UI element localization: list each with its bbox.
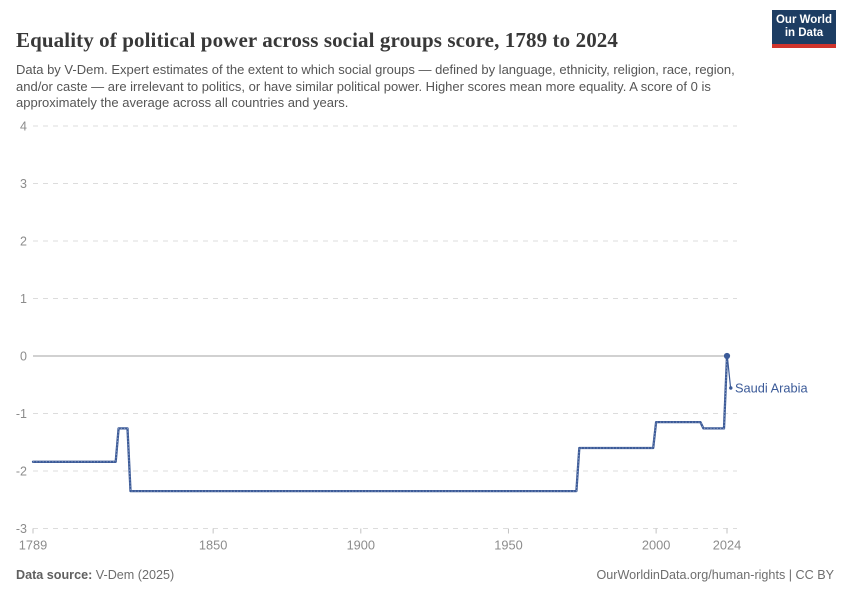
endpoint-marker [723, 352, 731, 360]
label-connector [726, 357, 732, 388]
x-axis-label: 2024 [713, 538, 741, 553]
series-line-texture [33, 355, 728, 492]
owid-logo-line2: in Data [784, 27, 824, 39]
x-axis-label: 1850 [199, 538, 227, 553]
chart-title[interactable]: Equality of political power across socia… [16, 28, 618, 53]
y-axis-label: -3 [16, 522, 27, 536]
data-source-value: V-Dem (2025) [95, 568, 175, 582]
y-axis-label: 1 [20, 292, 27, 306]
chart-subtitle: Data by V-Dem. Expert estimates of the e… [16, 62, 735, 110]
label-connector-dot [729, 386, 733, 390]
y-axis-label: 4 [20, 119, 27, 133]
data-source-label: Data source: [16, 568, 93, 582]
x-axis-label: 2000 [642, 538, 670, 553]
owid-logo-line1: Our World [775, 14, 832, 26]
owid-logo[interactable]: Our World in Data [772, 10, 836, 48]
x-axis-label: 1789 [19, 538, 47, 553]
y-axis-label: 0 [20, 349, 27, 363]
entity-label[interactable]: Saudi Arabia [735, 381, 808, 396]
y-axis-label: 3 [20, 177, 27, 191]
y-axis-label: 2 [20, 234, 27, 248]
series-line[interactable] [31, 354, 729, 493]
y-axis-label: -2 [16, 464, 27, 478]
x-axis-label: 1950 [494, 538, 522, 553]
x-axis-label: 1900 [347, 538, 375, 553]
y-axis-label: -1 [16, 407, 27, 421]
data-source: Data source: V-Dem (2025) [16, 568, 174, 582]
chart-footer: Data source: V-Dem (2025) OurWorldinData… [16, 568, 834, 582]
footer-license-link[interactable]: OurWorldinData.org/human-rights | CC BY [596, 568, 834, 582]
